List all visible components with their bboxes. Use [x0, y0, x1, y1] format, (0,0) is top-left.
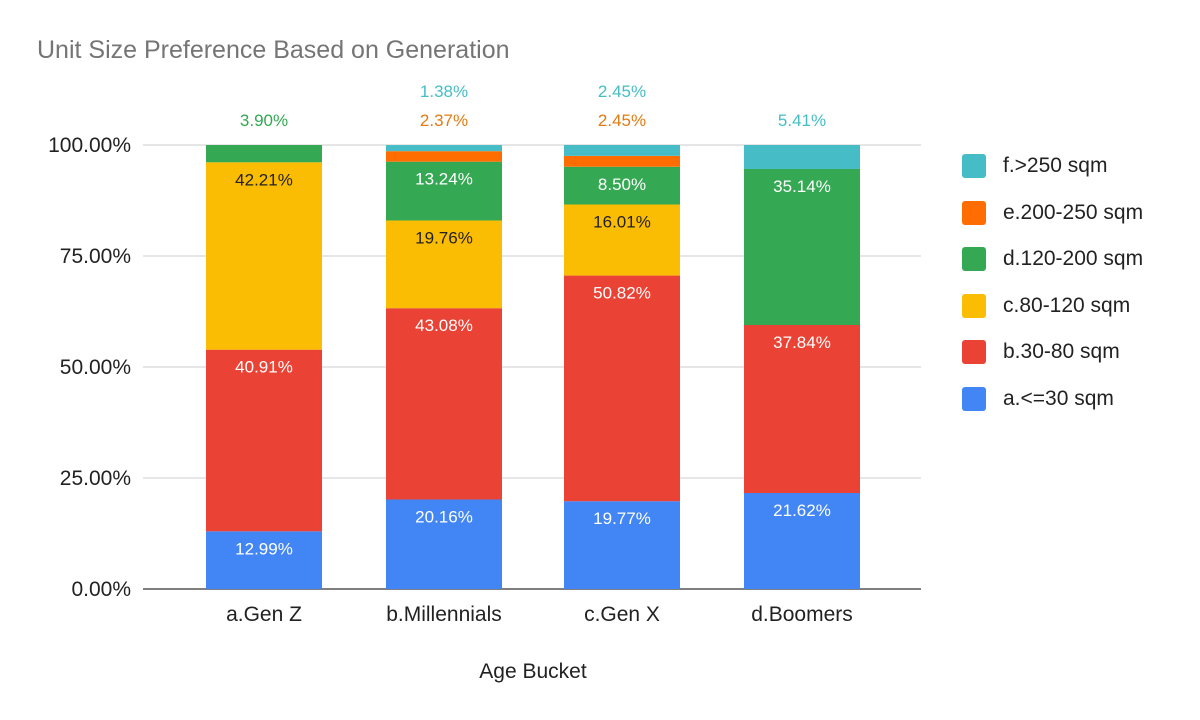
legend-label: f.>250 sqm	[1003, 154, 1108, 178]
bar-segment	[744, 324, 860, 494]
bar-segment	[206, 145, 322, 163]
data-label: 12.99%	[235, 539, 293, 558]
y-tick-label: 50.00%	[60, 356, 131, 379]
x-axis-label: Age Bucket	[479, 660, 587, 683]
legend-label: b.30-80 sqm	[1003, 340, 1120, 364]
legend-swatch	[962, 340, 986, 365]
legend-item: d.120-200 sqm	[962, 236, 1143, 283]
bar-segment	[386, 151, 502, 162]
bar-segment	[206, 531, 322, 589]
legend-item: c.80-120 sqm	[962, 283, 1143, 330]
bar-segment	[564, 501, 680, 589]
data-label: 43.08%	[415, 316, 473, 335]
data-label: 35.14%	[773, 177, 831, 196]
bar-segment	[386, 220, 502, 309]
bar-segment	[564, 204, 680, 276]
bar-segment	[564, 166, 680, 205]
legend-item: b.30-80 sqm	[962, 329, 1143, 376]
legend-swatch	[962, 200, 986, 225]
bar-segment	[564, 155, 680, 167]
data-label: 16.01%	[593, 212, 651, 231]
data-label: 1.38%	[420, 82, 468, 101]
data-label: 2.45%	[598, 82, 646, 101]
data-label: 21.62%	[773, 501, 831, 520]
y-tick-label: 0.00%	[71, 578, 131, 601]
data-label: 5.41%	[778, 111, 826, 130]
x-tick-label: b.Millennials	[386, 603, 502, 626]
x-tick-label: d.Boomers	[751, 603, 853, 626]
bar-segment	[386, 308, 502, 500]
data-label: 13.24%	[415, 170, 473, 189]
bar-segment	[744, 493, 860, 589]
bar-segment	[206, 162, 322, 350]
bar-segment	[386, 499, 502, 589]
y-tick-label: 25.00%	[60, 467, 131, 490]
x-tick-label: c.Gen X	[584, 603, 660, 626]
bar-segment	[744, 168, 860, 325]
data-label: 20.16%	[415, 507, 473, 526]
data-label: 40.91%	[235, 358, 293, 377]
data-label: 19.76%	[415, 228, 473, 247]
legend-swatch	[962, 247, 986, 272]
bar-segment	[206, 349, 322, 532]
bar-segment	[564, 145, 680, 156]
y-tick-label: 75.00%	[60, 245, 131, 268]
data-label: 2.37%	[420, 111, 468, 130]
bar-segment	[386, 145, 502, 152]
legend-swatch	[962, 154, 986, 179]
legend-swatch	[962, 386, 986, 411]
legend-label: d.120-200 sqm	[1003, 247, 1144, 271]
legend-item: e.200-250 sqm	[962, 190, 1143, 237]
legend-label: e.200-250 sqm	[1003, 200, 1144, 224]
data-label: 8.50%	[598, 175, 646, 194]
data-label: 50.82%	[593, 284, 651, 303]
data-label: 19.77%	[593, 509, 651, 528]
legend-item: a.<=30 sqm	[962, 376, 1143, 423]
y-tick-label: 100.00%	[48, 134, 131, 157]
bar-segment	[386, 161, 502, 221]
data-label: 3.90%	[240, 111, 288, 130]
legend-label: c.80-120 sqm	[1003, 293, 1131, 317]
legend-swatch	[962, 293, 986, 318]
x-tick-label: a.Gen Z	[226, 603, 302, 626]
data-label: 2.45%	[598, 111, 646, 130]
chart-legend: f.>250 sqm e.200-250 sqm d.120-200 sqm c.80…	[962, 143, 1143, 422]
legend-item: f.>250 sqm	[962, 143, 1143, 190]
data-label: 37.84%	[773, 333, 831, 352]
bar-segment	[744, 145, 860, 169]
chart-title: Unit Size Preference Based on Generation	[37, 36, 510, 64]
bar-segment	[564, 275, 680, 502]
legend-label: a.<=30 sqm	[1003, 386, 1114, 410]
data-label: 42.21%	[235, 170, 293, 189]
